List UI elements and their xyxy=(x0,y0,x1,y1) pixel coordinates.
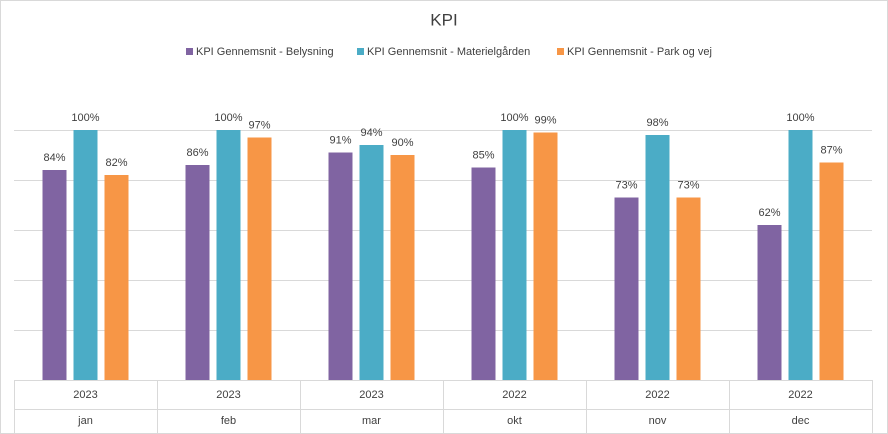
data-label: 100% xyxy=(214,112,242,124)
bar xyxy=(757,225,782,380)
bar xyxy=(104,175,129,380)
x-group-label: 2022 xyxy=(645,389,669,401)
data-label: 100% xyxy=(786,112,814,124)
x-group-label: 2022 xyxy=(788,389,812,401)
bar xyxy=(819,162,844,380)
x-tick-label: dec xyxy=(792,415,810,427)
data-label: 84% xyxy=(43,152,65,164)
data-label: 73% xyxy=(677,179,699,191)
bar xyxy=(216,130,241,380)
bar xyxy=(42,170,67,380)
bar xyxy=(390,155,415,380)
data-label: 87% xyxy=(820,144,842,156)
data-label: 90% xyxy=(391,137,413,149)
x-group-label: 2023 xyxy=(216,389,240,401)
data-label: 100% xyxy=(71,112,99,124)
bar xyxy=(788,130,813,380)
bar xyxy=(359,145,384,380)
x-group-label: 2023 xyxy=(359,389,383,401)
legend-label: KPI Gennemsnit - Park og vej xyxy=(567,46,712,58)
legend-label: KPI Gennemsnit - Belysning xyxy=(196,46,334,58)
data-label: 86% xyxy=(186,147,208,159)
legend-label: KPI Gennemsnit - Materielgården xyxy=(367,46,530,58)
x-tick-label: okt xyxy=(507,415,522,427)
bar xyxy=(614,197,639,380)
bar xyxy=(533,132,558,380)
bar xyxy=(247,137,272,380)
bar xyxy=(73,130,98,380)
bar xyxy=(185,165,210,380)
x-group-label: 2022 xyxy=(502,389,526,401)
x-group-label: 2023 xyxy=(73,389,97,401)
data-label: 82% xyxy=(105,157,127,169)
data-label: 97% xyxy=(248,119,270,131)
bar xyxy=(676,197,701,380)
data-label: 94% xyxy=(360,127,382,139)
x-tick-label: mar xyxy=(362,415,381,427)
bar xyxy=(471,167,496,380)
data-label: 85% xyxy=(472,149,494,161)
data-label: 100% xyxy=(500,112,528,124)
data-label: 98% xyxy=(646,117,668,129)
x-tick-label: feb xyxy=(221,415,236,427)
data-label: 62% xyxy=(758,207,780,219)
bar xyxy=(502,130,527,380)
x-tick-label: nov xyxy=(649,415,667,427)
chart-title: KPI xyxy=(430,10,457,29)
legend-swatch xyxy=(186,48,193,55)
data-label: 91% xyxy=(329,134,351,146)
data-label: 99% xyxy=(534,114,556,126)
legend-swatch xyxy=(557,48,564,55)
bar xyxy=(645,135,670,380)
x-tick-label: jan xyxy=(77,415,93,427)
legend-swatch xyxy=(357,48,364,55)
bar xyxy=(328,152,353,380)
data-label: 73% xyxy=(615,179,637,191)
